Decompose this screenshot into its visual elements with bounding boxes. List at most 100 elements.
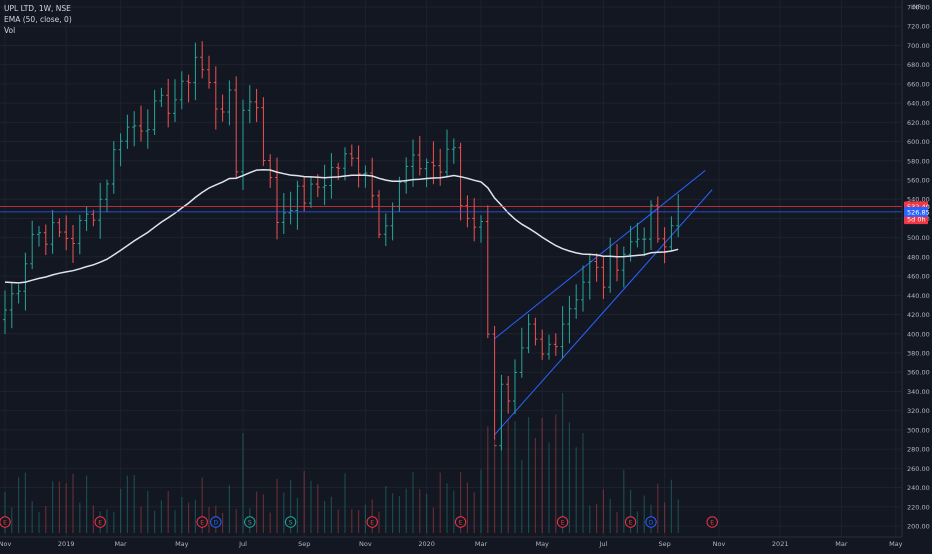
candle	[173, 79, 177, 122]
symbol-title[interactable]: UPL LTD, 1W, NSE	[4, 4, 71, 13]
candle	[479, 215, 483, 243]
candle	[383, 213, 388, 247]
candle	[540, 329, 545, 360]
candle	[669, 216, 674, 252]
price-tick-label: 480.00	[907, 253, 930, 261]
candle	[506, 375, 511, 414]
price-lines	[0, 206, 902, 213]
price-tick-label: 340.00	[907, 388, 930, 396]
candle	[50, 209, 55, 254]
candle	[207, 55, 211, 89]
price-tick-label: 320.00	[907, 407, 930, 415]
svg-text:E: E	[710, 519, 714, 526]
price-tick-label: 440.00	[907, 292, 930, 300]
time-tick-label: Mar	[475, 540, 488, 548]
candle	[390, 202, 395, 241]
channel-lower-line	[494, 189, 713, 436]
candle	[268, 154, 273, 188]
candle	[234, 76, 239, 178]
svg-text:E: E	[459, 519, 463, 526]
price-tick-label: 600.00	[907, 138, 930, 146]
time-tick-label: May	[535, 540, 549, 548]
candle	[254, 88, 259, 123]
candle	[159, 87, 164, 108]
candle	[152, 89, 157, 135]
candle	[370, 157, 375, 209]
price-axis[interactable]: 740.00 720.00 700.00 680.00 660.00 640.00 620.…	[901, 0, 932, 550]
candle	[363, 165, 368, 188]
candle	[329, 153, 334, 199]
candle	[662, 227, 667, 264]
candle	[553, 333, 558, 356]
candle	[105, 179, 109, 213]
event-marker: E	[94, 516, 106, 528]
event-marker: E	[556, 516, 569, 528]
candle	[281, 193, 286, 235]
candle	[621, 246, 626, 288]
candle	[567, 295, 572, 344]
event-marker: E	[706, 516, 718, 528]
candle	[465, 195, 470, 228]
time-tick-label: 2019	[58, 540, 75, 548]
candle	[91, 209, 96, 227]
event-marker: S	[244, 516, 256, 528]
candle	[356, 145, 361, 188]
time-tick-label: May	[889, 540, 903, 548]
candle	[676, 194, 681, 238]
chart-legend: UPL LTD, 1W, NSE EMA (50, close, 0) Vol	[4, 3, 72, 36]
volume-bars	[4, 393, 679, 533]
ema-legend[interactable]: EMA (50, close, 0)	[4, 15, 72, 24]
svg-text:D: D	[213, 519, 218, 526]
time-tick-label: Sep	[658, 540, 670, 548]
candle	[519, 327, 524, 378]
candle	[302, 176, 307, 212]
time-tick-label: Nov	[359, 540, 372, 548]
candle	[513, 359, 517, 415]
price-tick-label: 540.00	[907, 196, 930, 204]
time-tick-label: Jul	[238, 540, 247, 548]
svg-text:D: D	[649, 519, 654, 526]
candle	[111, 141, 116, 194]
candle	[655, 196, 660, 243]
time-tick-label: Sep	[298, 540, 310, 548]
price-tick-label: 560.00	[907, 177, 930, 185]
svg-text:S: S	[248, 519, 252, 526]
candle	[547, 334, 551, 360]
price-tick-label: 620.00	[907, 119, 930, 127]
volume-legend[interactable]: Vol	[4, 26, 16, 35]
candle	[118, 133, 123, 167]
candle	[43, 224, 48, 256]
time-axis[interactable]: Nov 2019 Mar May Jul Sep Nov 2020 Mar May Jul Sep No…	[0, 536, 903, 550]
event-marker: E	[624, 516, 637, 528]
candle	[295, 180, 300, 230]
candle	[30, 220, 35, 270]
ema-line	[4, 168, 679, 284]
candle	[458, 142, 463, 221]
time-tick-label: Jul	[598, 540, 607, 548]
price-tick-label: 200.00	[907, 523, 930, 531]
candle	[438, 148, 443, 186]
candle	[139, 105, 143, 142]
candle	[635, 222, 640, 248]
candle	[404, 157, 409, 194]
event-marker: E	[366, 516, 378, 528]
candle	[275, 157, 279, 240]
candle	[343, 147, 347, 181]
candle	[574, 284, 579, 319]
candle	[377, 190, 381, 239]
price-tick-label: 680.00	[907, 61, 930, 69]
price-tick-label: 640.00	[907, 100, 930, 108]
svg-text:E: E	[629, 519, 633, 526]
candle	[145, 109, 150, 149]
time-tick-label: Mar	[114, 540, 127, 548]
candle	[37, 226, 41, 247]
price-tick-label: 360.00	[907, 369, 930, 377]
candle	[424, 158, 429, 188]
candle	[57, 218, 62, 237]
price-tick-label: 580.00	[907, 157, 930, 165]
candle	[166, 78, 171, 128]
candle	[98, 182, 103, 239]
